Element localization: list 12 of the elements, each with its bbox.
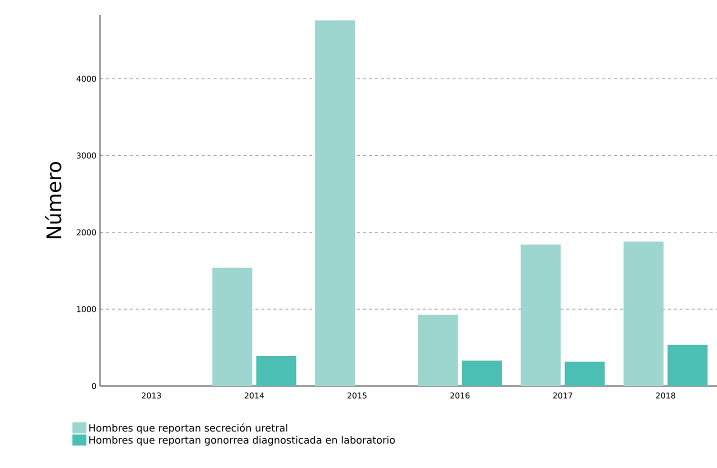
bar: [212, 268, 252, 386]
legend-label: Hombres que reportan gonorrea diagnosticada en laboratorio: [89, 436, 395, 446]
bar: [564, 362, 605, 386]
bar: [315, 20, 356, 386]
bar: [668, 344, 708, 386]
y-axis-title: Número: [45, 162, 62, 238]
bar: [624, 242, 664, 386]
bar: [256, 356, 296, 386]
bar: [462, 360, 502, 386]
bar: [520, 244, 561, 386]
bar: [418, 314, 458, 386]
legend-label: Hombres que reportan secreción uretral: [89, 424, 288, 434]
